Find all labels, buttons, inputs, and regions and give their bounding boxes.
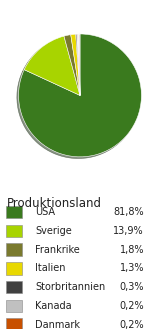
Wedge shape xyxy=(78,34,80,95)
Text: Frankrike: Frankrike xyxy=(35,245,80,255)
Wedge shape xyxy=(24,36,80,95)
Text: 13,9%: 13,9% xyxy=(113,226,144,236)
Wedge shape xyxy=(78,34,80,95)
Text: 1,3%: 1,3% xyxy=(120,264,144,273)
Text: Danmark: Danmark xyxy=(35,320,80,329)
Text: Storbritannien: Storbritannien xyxy=(35,282,105,292)
Wedge shape xyxy=(77,34,80,95)
Text: 0,2%: 0,2% xyxy=(119,301,144,311)
Wedge shape xyxy=(71,34,80,95)
Text: Italien: Italien xyxy=(35,264,66,273)
Wedge shape xyxy=(79,34,80,95)
Text: 1,8%: 1,8% xyxy=(120,245,144,255)
Text: Sverige: Sverige xyxy=(35,226,72,236)
Wedge shape xyxy=(64,35,80,95)
Wedge shape xyxy=(76,34,80,95)
Text: Kanada: Kanada xyxy=(35,301,72,311)
Text: USA: USA xyxy=(35,207,55,217)
Wedge shape xyxy=(19,34,141,157)
Text: 0,3%: 0,3% xyxy=(120,282,144,292)
Wedge shape xyxy=(79,34,80,95)
Text: 81,8%: 81,8% xyxy=(113,207,144,217)
Text: 0,2%: 0,2% xyxy=(119,320,144,329)
Text: Produktionsland: Produktionsland xyxy=(6,197,101,211)
